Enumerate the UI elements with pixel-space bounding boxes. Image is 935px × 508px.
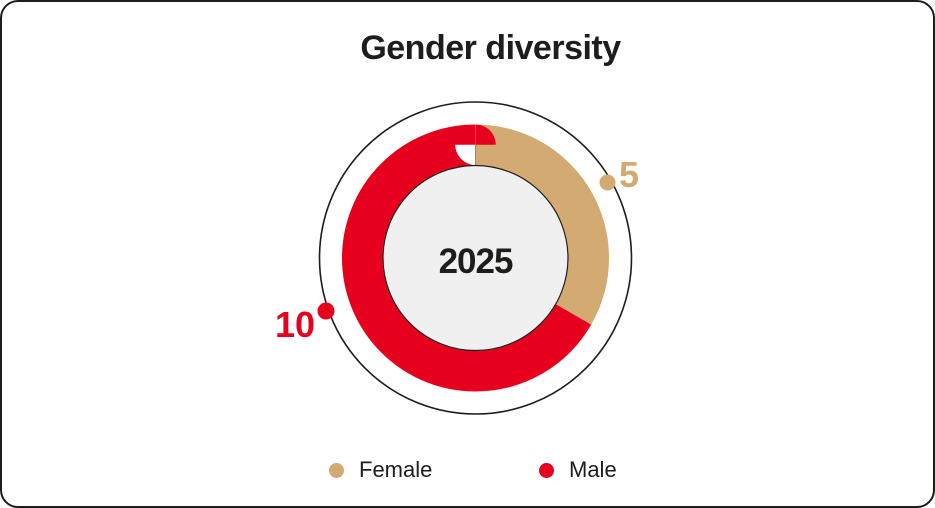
female-value-label: 5 xyxy=(619,154,639,195)
chart-title: Gender diversity xyxy=(360,29,621,67)
donut-segments xyxy=(342,124,609,392)
female-swatch-icon xyxy=(329,462,344,478)
legend-item-female: Female xyxy=(329,457,432,483)
male-swatch-icon xyxy=(539,462,554,478)
male-callout-dot xyxy=(317,302,335,320)
center-year-label: 2025 xyxy=(439,242,513,281)
female-callout-dot xyxy=(599,174,616,191)
male-value-label: 10 xyxy=(275,304,315,345)
legend-label-female: Female xyxy=(359,457,433,482)
segment-male xyxy=(342,124,609,392)
inner-circle xyxy=(382,164,569,352)
outer-guide-ring xyxy=(318,101,633,415)
legend-label-male: Male xyxy=(569,457,617,482)
legend-item-male: Male xyxy=(539,457,617,483)
